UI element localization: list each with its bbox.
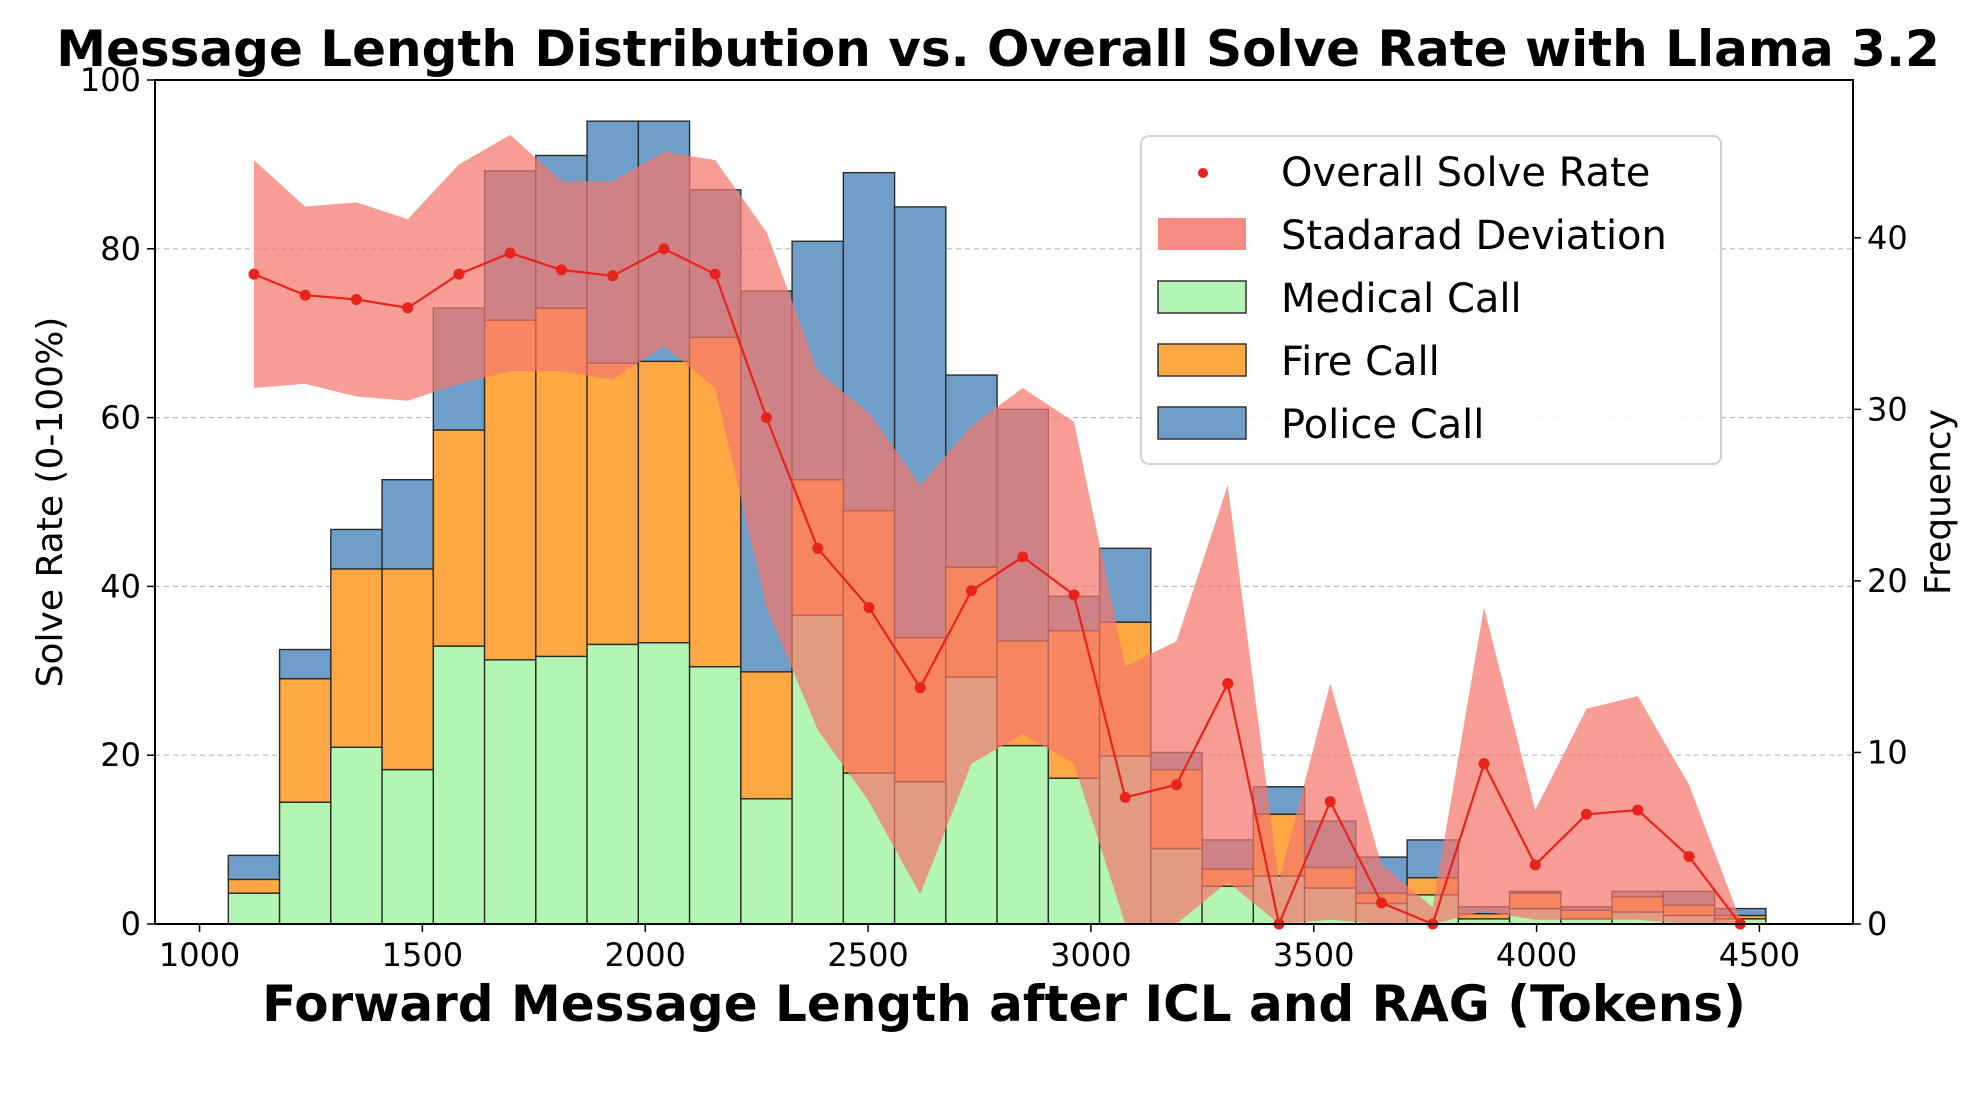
bar-police-2	[330, 528, 383, 570]
legend-frame	[1140, 135, 1722, 465]
legend-marker-solve-rate	[1198, 168, 1208, 178]
y-left-tick-label-0: 0	[121, 905, 141, 943]
legend-label-fire: Fire Call	[1281, 339, 1440, 385]
bar-fire-8	[637, 360, 691, 644]
right-y-axis-label: Frequency	[1918, 409, 1959, 595]
x-tick-label-2: 2000	[605, 936, 686, 974]
bar-fire-7	[586, 362, 640, 646]
plot-frame	[154, 79, 1854, 925]
bar-police-1	[278, 648, 332, 680]
solve-rate-point-9	[709, 268, 721, 280]
bar-police-0	[227, 854, 281, 881]
bar-fire-2	[330, 568, 383, 749]
solve-rate-point-6	[555, 264, 567, 276]
bar-medical-6	[535, 655, 588, 925]
legend-swatch-police	[1157, 406, 1247, 440]
bar-medical-1	[278, 801, 332, 925]
bar-medical-8	[637, 641, 691, 925]
solve-rate-point-19	[1222, 677, 1234, 689]
solve-rate-point-12	[863, 602, 875, 613]
solve-rate-point-15	[1017, 551, 1029, 563]
bar-medical-4	[432, 645, 486, 925]
solve-rate-point-14	[965, 585, 977, 597]
y-left-tick-label-2: 40	[100, 567, 141, 605]
x-tick-label-1: 1500	[382, 936, 463, 974]
bar-medical-10	[740, 798, 793, 925]
solve-rate-line	[253, 247, 1742, 928]
chart-title: Message Length Distribution vs. Overall …	[56, 20, 1940, 78]
bar-fire-3	[381, 568, 435, 771]
bar-police-3	[381, 478, 435, 570]
x-tick-label-4: 3000	[1050, 936, 1131, 974]
bar-fire-4	[432, 429, 486, 647]
bar-medical-15	[996, 744, 1050, 925]
solve-rate-point-10	[760, 412, 772, 424]
bar-fire-0	[227, 878, 281, 894]
y-right-tick-label-0: 0	[1867, 905, 1887, 943]
legend-label-police: Police Call	[1281, 402, 1484, 448]
y-right-tick-label-2: 20	[1867, 562, 1908, 600]
legend-swatch-std	[1158, 218, 1246, 250]
y-right-tick-label-4: 40	[1867, 219, 1908, 257]
bar-fire-10	[740, 671, 793, 800]
solve-rate-point-8	[658, 243, 670, 255]
solve-rate-point-17	[1119, 791, 1131, 803]
legend-swatch-medical	[1157, 280, 1247, 314]
x-axis-label: Forward Message Length after ICL and RAG…	[262, 975, 1746, 1033]
solve-rate-point-27	[1632, 804, 1644, 816]
y-left-tick-label-5: 100	[80, 61, 141, 99]
left-y-axis: 0 20 40 60 80 100	[80, 61, 155, 943]
legend-label-std: Stadarad Deviation	[1281, 213, 1667, 259]
bar-medical-3	[381, 768, 435, 925]
bar-medical-9	[688, 665, 742, 925]
solve-rate-point-11	[812, 542, 824, 554]
solve-rate-point-16	[1068, 589, 1080, 601]
x-tick-label-7: 4500	[1719, 936, 1800, 974]
legend: Overall Solve Rate Stadarad Deviation Me…	[1140, 135, 1722, 465]
solve-rate-point-22	[1375, 897, 1387, 909]
solve-rate-point-4	[453, 268, 465, 280]
x-axis: 1000 1500 2000 2500 3000 3500 4000 4500	[159, 924, 1800, 974]
plot-area	[155, 120, 1853, 930]
solve-rate-point-25	[1529, 859, 1541, 871]
bar-medical-7	[586, 643, 640, 925]
solve-rate-point-1	[299, 289, 311, 301]
solve-rate-point-18	[1170, 779, 1182, 791]
bar-fire-1	[278, 677, 332, 803]
solve-rate-point-24	[1478, 758, 1490, 770]
legend-swatch-fire	[1157, 343, 1247, 377]
solve-rate-point-21	[1324, 796, 1336, 808]
x-tick-label-0: 1000	[159, 936, 240, 974]
legend-label-medical: Medical Call	[1281, 276, 1522, 322]
x-tick-label-5: 3500	[1273, 936, 1354, 974]
solve-rate-point-2	[350, 293, 362, 305]
y-right-tick-label-1: 10	[1867, 733, 1908, 771]
bar-medical-5	[483, 659, 537, 925]
legend-label-solve-rate: Overall Solve Rate	[1281, 150, 1650, 196]
y-left-tick-label-1: 20	[100, 736, 141, 774]
right-y-axis: 0 10 20 30 40	[1853, 219, 1908, 943]
solve-rate-point-13	[914, 682, 926, 694]
bar-medical-0	[227, 892, 281, 925]
solve-rate-point-26	[1580, 808, 1592, 820]
solve-rate-point-28	[1683, 850, 1695, 862]
std-deviation-band	[253, 134, 1741, 925]
solve-rate-point-3	[402, 302, 414, 314]
x-tick-label-3: 2500	[827, 936, 908, 974]
y-right-tick-label-3: 30	[1867, 390, 1908, 428]
y-left-tick-label-3: 60	[100, 399, 141, 437]
solve-rate-point-5	[504, 247, 516, 259]
solve-rate-point-0	[248, 268, 260, 280]
bar-fire-5	[483, 319, 537, 661]
x-tick-label-6: 4000	[1496, 936, 1577, 974]
solve-rate-point-7	[607, 270, 619, 282]
left-y-axis-label: Solve Rate (0-100%)	[30, 317, 71, 688]
y-left-tick-label-4: 80	[100, 230, 141, 268]
bar-medical-2	[330, 746, 383, 925]
